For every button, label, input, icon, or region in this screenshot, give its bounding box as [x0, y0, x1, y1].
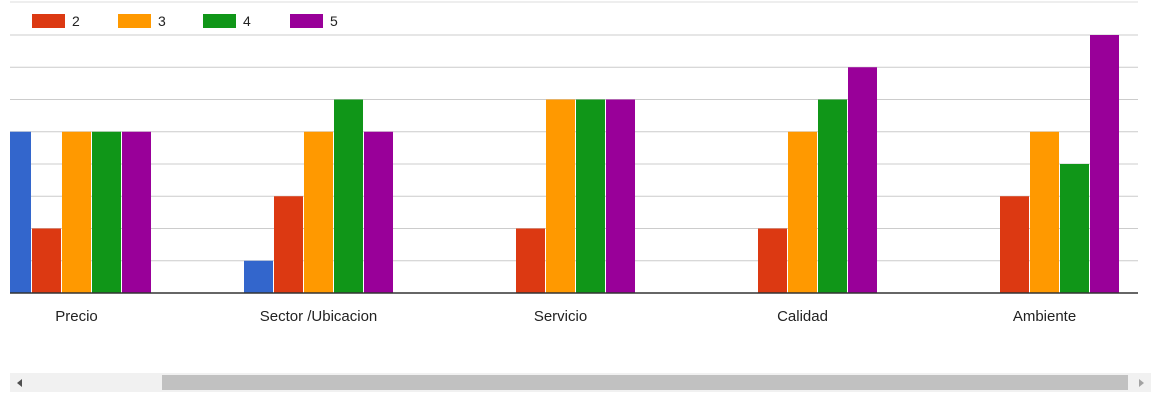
bar[interactable] — [818, 100, 847, 294]
legend-label[interactable]: 4 — [243, 13, 251, 29]
legend-label[interactable]: 2 — [72, 13, 80, 29]
legend-swatch[interactable] — [118, 14, 151, 28]
scrollbar-thumb[interactable] — [162, 375, 1128, 390]
bar[interactable] — [1060, 164, 1089, 293]
bar[interactable] — [274, 196, 303, 293]
bar[interactable] — [62, 132, 91, 293]
bar[interactable] — [364, 132, 393, 293]
category-label: Sector /Ubicacion — [260, 308, 378, 325]
horizontal-scrollbar[interactable] — [10, 373, 1151, 392]
bar[interactable] — [546, 100, 575, 294]
bar[interactable] — [516, 229, 545, 294]
bar[interactable] — [1090, 35, 1119, 293]
legend-swatch[interactable] — [203, 14, 236, 28]
bar-chart-svg: Precio Sector /Ubicacion Servicio Calidad Am… — [0, 0, 1151, 370]
bar[interactable] — [304, 132, 333, 293]
bar[interactable] — [788, 132, 817, 293]
bar[interactable] — [758, 229, 787, 294]
legend-label[interactable]: 3 — [158, 13, 166, 29]
bar[interactable] — [2, 132, 31, 293]
legend[interactable]: 2 3 4 5 — [32, 13, 338, 29]
category-label: Servicio — [534, 308, 587, 325]
bar[interactable] — [92, 132, 121, 293]
arrow-right-icon — [1139, 379, 1144, 387]
bar[interactable] — [122, 132, 151, 293]
bar[interactable] — [244, 261, 273, 293]
bar[interactable] — [1030, 132, 1059, 293]
legend-swatch[interactable] — [32, 14, 65, 28]
scroll-left-button[interactable] — [10, 373, 29, 392]
category-label: Calidad — [777, 308, 828, 325]
arrow-left-icon — [17, 379, 22, 387]
category-label: Precio — [55, 308, 98, 325]
bar[interactable] — [606, 100, 635, 294]
category-labels: Precio Sector /Ubicacion Servicio Calidad Am… — [55, 308, 1076, 325]
bar[interactable] — [32, 229, 61, 294]
bar[interactable] — [1000, 196, 1029, 293]
scroll-right-button[interactable] — [1132, 373, 1151, 392]
legend-label[interactable]: 5 — [330, 13, 338, 29]
legend-swatch[interactable] — [290, 14, 323, 28]
bar[interactable] — [848, 67, 877, 293]
category-label: Ambiente — [1013, 308, 1076, 325]
bar[interactable] — [334, 100, 363, 294]
bar[interactable] — [576, 100, 605, 294]
